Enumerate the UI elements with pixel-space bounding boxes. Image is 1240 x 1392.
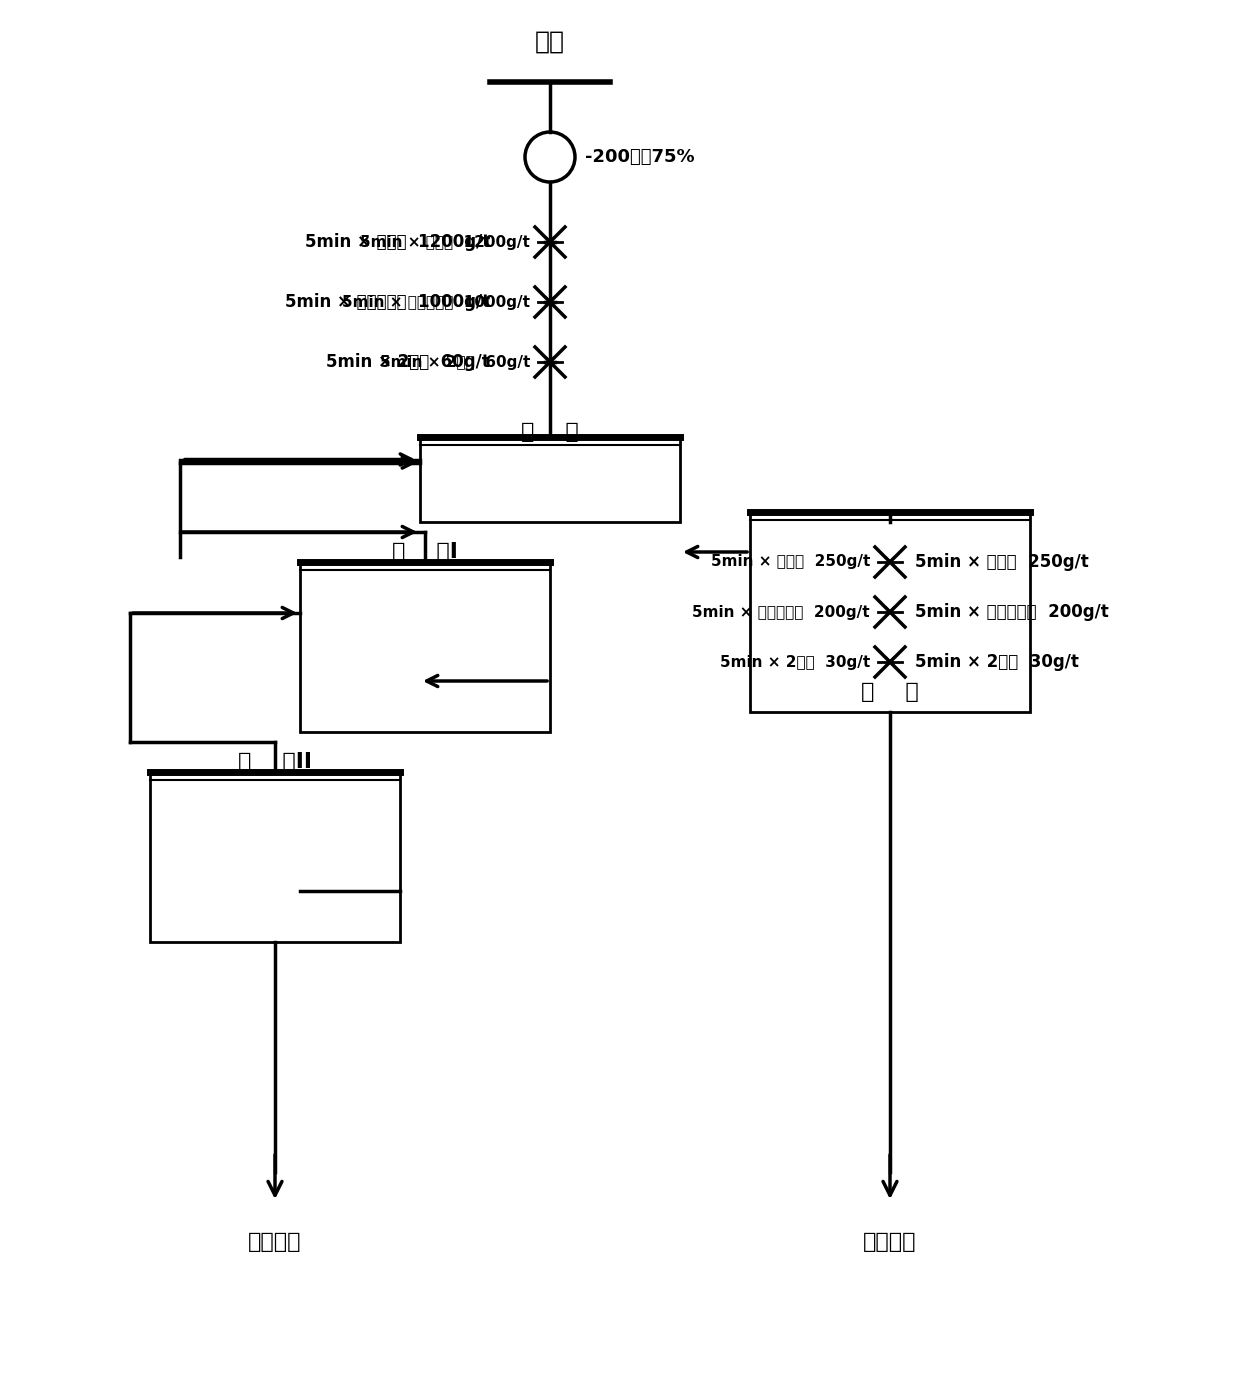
Text: 5min × 2号油  30g/t: 5min × 2号油 30g/t (915, 653, 1079, 671)
Text: 5min × 苯甲羟肟酸  200g/t: 5min × 苯甲羟肟酸 200g/t (692, 604, 870, 619)
Text: 5min × 苯甲羟肟酸  1000g/t: 5min × 苯甲羟肟酸 1000g/t (342, 295, 529, 309)
Text: 浮选精矿: 浮选精矿 (248, 1232, 301, 1251)
Text: 精    选II: 精 选II (238, 752, 312, 773)
Text: ×: × (543, 292, 557, 310)
Bar (300, 562, 551, 732)
Text: 5min × 2号油  30g/t: 5min × 2号油 30g/t (719, 654, 870, 670)
Text: 精    选I: 精 选I (392, 541, 458, 562)
Text: 原矿: 原矿 (534, 31, 565, 54)
Text: 5min × 2号油  60g/t: 5min × 2号油 60g/t (326, 354, 490, 372)
Text: 5min × 活化剂  250g/t: 5min × 活化剂 250g/t (711, 554, 870, 569)
Bar (420, 437, 680, 522)
Text: ×: × (883, 553, 897, 571)
Text: 浮选尾矿: 浮选尾矿 (863, 1232, 916, 1251)
Text: 5min × 2号油  60g/t: 5min × 2号油 60g/t (379, 355, 529, 369)
Bar (150, 773, 401, 942)
Text: 粗    选: 粗 选 (521, 422, 579, 443)
Text: ×: × (883, 653, 897, 671)
Text: ×: × (543, 354, 557, 372)
Text: 5min × 苯甲羟肟酸  200g/t: 5min × 苯甲羟肟酸 200g/t (915, 603, 1109, 621)
Bar (750, 512, 1030, 711)
Text: 5min × 活化剂  1200g/t: 5min × 活化剂 1200g/t (360, 234, 529, 249)
Text: 5min × 活化剂  250g/t: 5min × 活化剂 250g/t (915, 553, 1089, 571)
Text: 扫    选: 扫 选 (861, 682, 919, 702)
Text: 5min × 活化剂  1200g/t: 5min × 活化剂 1200g/t (305, 232, 490, 251)
Text: -200目占75%: -200目占75% (585, 148, 694, 166)
Text: 5min × 苯甲羟肟酸  1000g/t: 5min × 苯甲羟肟酸 1000g/t (285, 292, 490, 310)
Text: ×: × (543, 232, 557, 251)
Text: ×: × (883, 603, 897, 621)
